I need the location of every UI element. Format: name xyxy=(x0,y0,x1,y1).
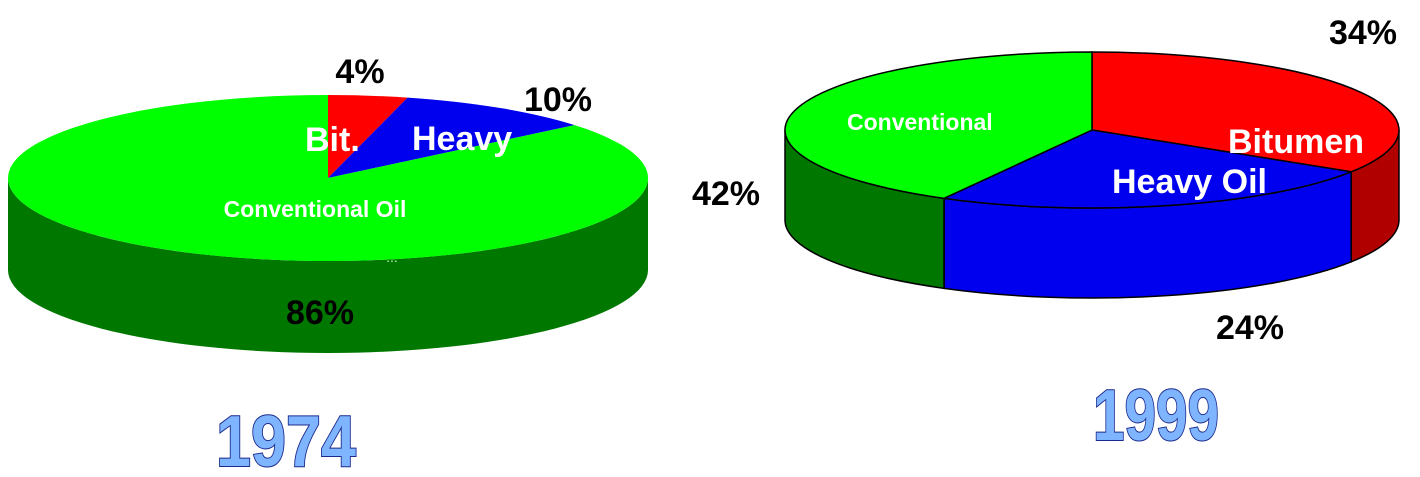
slice-label-conventional: Conventional xyxy=(847,109,993,135)
pie-1999-slice-heavy-oil xyxy=(941,129,1355,209)
value-label-bitumen: 34% xyxy=(1329,14,1397,52)
pie-chart-1999 xyxy=(784,51,1400,299)
pie-1999-slice-conventional xyxy=(784,51,1093,200)
slice-label-heavy: Heavy xyxy=(412,120,512,158)
slice-label-bitumen: Bitumen xyxy=(1228,123,1364,161)
pie-1974-slice-heavy xyxy=(328,97,575,178)
ellipsis-text: ... xyxy=(386,249,398,265)
slice-label-heavy-oil: Heavy Oil xyxy=(1112,163,1267,201)
pie-1974-side-conventional-oil xyxy=(8,178,648,353)
value-label-heavy: 10% xyxy=(524,81,592,119)
pie-1974-slice-bit- xyxy=(328,95,408,178)
chart-title-1974: 1974 xyxy=(216,402,356,477)
value-label-bit: 4% xyxy=(335,53,384,91)
value-label-conventional: 86% xyxy=(286,294,354,332)
pie-chart-1974 xyxy=(7,95,648,353)
value-label-conventional-1999: 42% xyxy=(692,175,760,213)
value-label-heavy-oil: 24% xyxy=(1216,309,1284,347)
slice-label-conventional-oil: Conventional Oil xyxy=(224,196,407,222)
pie-1974-slice-conventional-oil xyxy=(7,95,648,261)
slice-label-bit: Bit. xyxy=(305,121,360,159)
chart-title-1999: 1999 xyxy=(1093,376,1219,456)
